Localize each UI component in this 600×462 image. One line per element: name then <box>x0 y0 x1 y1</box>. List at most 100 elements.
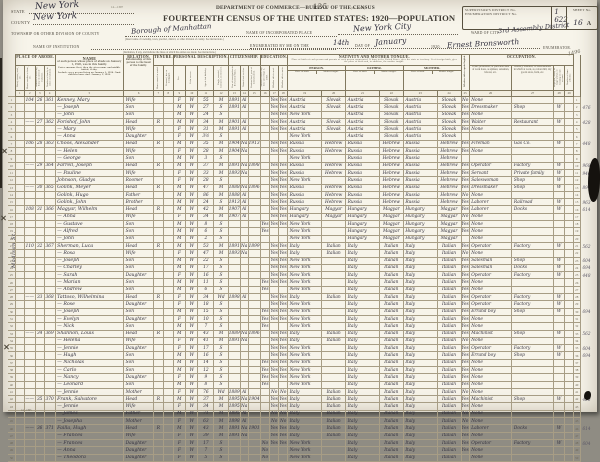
cell-mother-mother-tongue: Hebrew <box>436 198 462 207</box>
cell-immigration-year: 1891 <box>227 125 241 134</box>
cell-write <box>278 322 289 331</box>
cell-employment <box>552 380 566 389</box>
cell-write: Yes <box>278 147 289 156</box>
cell-dwelling-number: 26 <box>34 95 45 105</box>
cell-marital-status: M <box>213 117 229 127</box>
cell-speaks-english: Yes <box>460 314 470 324</box>
cell-employment: W <box>552 117 566 127</box>
cell-naturalized <box>239 271 249 280</box>
cell-mother-tongue: Italian <box>321 431 347 440</box>
cell-mother-mother-tongue: Italian <box>436 256 462 265</box>
cell-free-mortgaged <box>162 103 174 112</box>
column-trade: Trade, profession, or particular kind of… <box>468 65 513 91</box>
cell-name: — Marian <box>54 278 125 287</box>
cell-color: W <box>184 205 199 214</box>
street-name-vertical: Madison St. <box>11 231 17 268</box>
margin-code: 694 <box>582 353 591 359</box>
cell-write: Yes <box>278 168 289 178</box>
cell-school <box>259 417 271 426</box>
cell-home-owned <box>153 190 164 200</box>
cell-farm-schedule <box>564 292 574 302</box>
cell-read: Yes <box>269 168 280 178</box>
cell-marital-status: S <box>213 351 229 360</box>
cell-write: No <box>278 409 289 419</box>
cell-sex: F <box>172 249 187 258</box>
cell-father-birthplace: Italy <box>345 380 380 389</box>
group-education: EDUCATION. <box>259 54 289 66</box>
right-line-number: 34 <box>573 336 581 346</box>
cell-speaks-english: No <box>460 190 470 200</box>
cell-read: Yes <box>269 212 280 222</box>
cell-mother-birthplace: Italy <box>402 263 438 273</box>
right-line-number: 33 <box>573 329 581 338</box>
cell-name: — Joseph <box>54 307 125 316</box>
cell-read: Yes <box>269 220 280 229</box>
cell-house-number: 108 <box>23 205 36 214</box>
table-row: 3— John Son M W 24 S Yes Yes New York Austria Slov… <box>8 110 597 119</box>
cell-relation: Son <box>123 285 155 295</box>
cell-write: Yes <box>278 249 289 258</box>
cell-sex: M <box>172 139 187 149</box>
cell-free-mortgaged <box>162 190 174 200</box>
cell-dwelling-number <box>34 125 45 134</box>
cell-father-birthplace: Italy <box>345 263 380 273</box>
cell-naturalization-year: 1898 <box>247 161 261 170</box>
table-row: 26— Marian Son M W 11 S Yes Yes Yes New York Italy… <box>8 278 597 287</box>
cell-dwelling-number <box>34 249 45 258</box>
cell-age: 47 <box>197 249 215 258</box>
line-number: 26 <box>8 278 16 287</box>
cell-family-number <box>43 154 56 163</box>
cell-marital-status: M <box>213 95 229 105</box>
cell-naturalization-year <box>247 453 261 462</box>
cell-relation: Daughter <box>123 132 155 141</box>
cell-marital-status: S <box>213 263 229 273</box>
cell-house-number <box>23 322 36 331</box>
cell-speaks-english: Yes <box>460 125 470 134</box>
cell-family-number <box>43 387 56 397</box>
cell-dwelling-number <box>34 212 45 222</box>
cell-home-owned <box>153 110 164 119</box>
cell-sex: M <box>172 358 187 368</box>
cell-mother-birthplace: Italy <box>402 446 438 455</box>
group-place-of-abode: PLACE OF ABODE. <box>14 54 56 66</box>
line-number: 30 <box>8 307 16 316</box>
cell-age: 53 <box>197 241 215 251</box>
cell-name: — Joseph <box>54 256 125 265</box>
cell-marital-status: M <box>213 431 229 440</box>
cell-read: Yes <box>269 139 280 149</box>
cell-naturalized <box>239 344 249 353</box>
cell-mother-mother-tongue: Italian <box>436 438 462 448</box>
cell-read: No <box>269 387 280 397</box>
table-row: 30— Joseph Son M W 15 S Yes Yes Yes New York Italy… <box>8 307 597 316</box>
cell-father-mother-tongue: Italian <box>378 285 404 295</box>
cell-mother-mother-tongue: Slovak <box>436 132 462 141</box>
cell-sex: M <box>172 278 187 287</box>
cell-color: W <box>184 329 199 338</box>
line-number: 23 <box>8 256 16 265</box>
cell-family-number <box>43 110 56 119</box>
cell-dwelling-number <box>34 314 45 324</box>
cell-immigration-year <box>227 307 241 316</box>
cell-home-owned <box>153 336 164 346</box>
cell-trade: Dressmaker <box>468 183 513 192</box>
cell-school <box>259 395 271 404</box>
cell-father-mother-tongue: Italian <box>378 453 404 462</box>
cell-mother-birthplace: Russia <box>402 168 438 178</box>
cell-school: Yes <box>259 285 271 295</box>
cell-industry <box>511 373 554 382</box>
cell-sex: F <box>172 417 187 426</box>
cell-mother-tongue <box>321 234 347 243</box>
cell-farm-schedule <box>564 125 574 134</box>
cell-dwelling-number: 35 <box>34 395 45 404</box>
cell-farm-schedule <box>564 278 574 287</box>
cell-age: 8 <box>197 220 215 229</box>
cell-street <box>14 190 25 200</box>
cell-father-birthplace: Italy <box>345 344 380 353</box>
margin-code: 694 <box>582 265 591 271</box>
cell-color: W <box>184 453 199 462</box>
margin-code: 694 <box>582 309 591 315</box>
cell-home-owned <box>153 198 164 207</box>
cell-home-owned: R <box>153 292 164 302</box>
cell-name: Frank, Salvatore <box>54 395 125 404</box>
cell-farm-schedule <box>564 285 574 295</box>
